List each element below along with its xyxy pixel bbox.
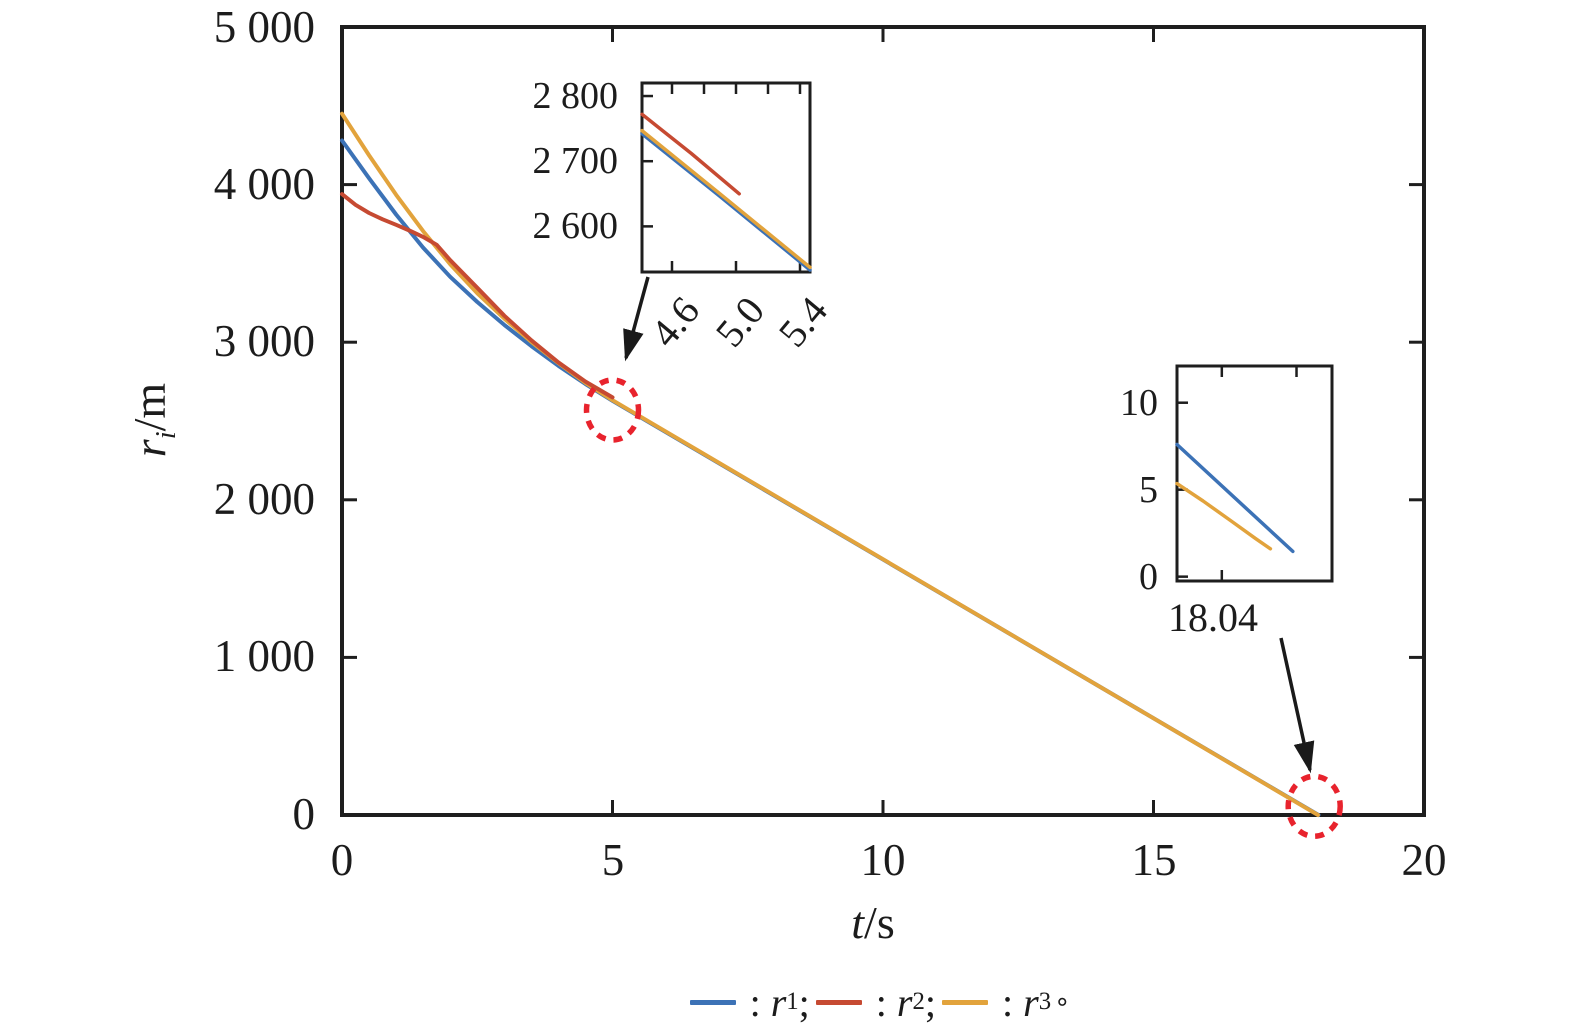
y-tick-label-2000: 2 000 (213, 474, 315, 524)
legend-item-r2: : r 2; (815, 979, 936, 1026)
y-tick-label-5000: 5 000 (213, 2, 315, 52)
y-tick-label-3000: 3 000 (213, 316, 315, 366)
inset2-x-tick-label-18-04: 18.04 (1168, 595, 1258, 640)
y-tick-label-4000: 4 000 (213, 159, 315, 209)
y-tick-label-0: 0 (292, 789, 316, 839)
legend-item-r1: : r 1; (689, 979, 810, 1026)
inset2-y-tick-label-5: 5 (1139, 469, 1158, 511)
inset2-y-tick-label-10: 10 (1120, 382, 1158, 424)
x-tick-label-10: 10 (860, 835, 906, 885)
x-tick-label-5: 5 (601, 835, 625, 885)
zoom-circle (583, 377, 642, 443)
ideographic-period: ∘ (1054, 987, 1071, 1017)
r3-line-sample (942, 999, 989, 1005)
inset1-y-tick-label-2700: 2 700 (532, 140, 619, 182)
inset1-y-tick-label-2800: 2 800 (532, 75, 619, 117)
x-axis-title: t/s (851, 897, 895, 948)
x-tick-label-15: 15 (1131, 835, 1177, 885)
x-tick-label-20: 20 (1401, 835, 1447, 885)
r1-line-sample (689, 999, 736, 1005)
annotation-arrow (1279, 637, 1315, 774)
inset2-y-tick-label-0: 0 (1139, 556, 1158, 598)
x-tick-label-0: 0 (330, 835, 354, 885)
annotation-arrow (623, 276, 650, 362)
legend-item-r3: : r 3 ∘ (942, 979, 1070, 1026)
zoom-circle (1285, 773, 1343, 840)
r2-line-sample (815, 999, 862, 1005)
y-axis-title: ri/m (124, 382, 183, 458)
inset1-y-tick-label-2600: 2 600 (532, 205, 619, 247)
y-tick-label-1000: 1 000 (213, 631, 315, 681)
legend: : r 1; : r 2; : r 3 ∘ (342, 974, 1424, 1030)
